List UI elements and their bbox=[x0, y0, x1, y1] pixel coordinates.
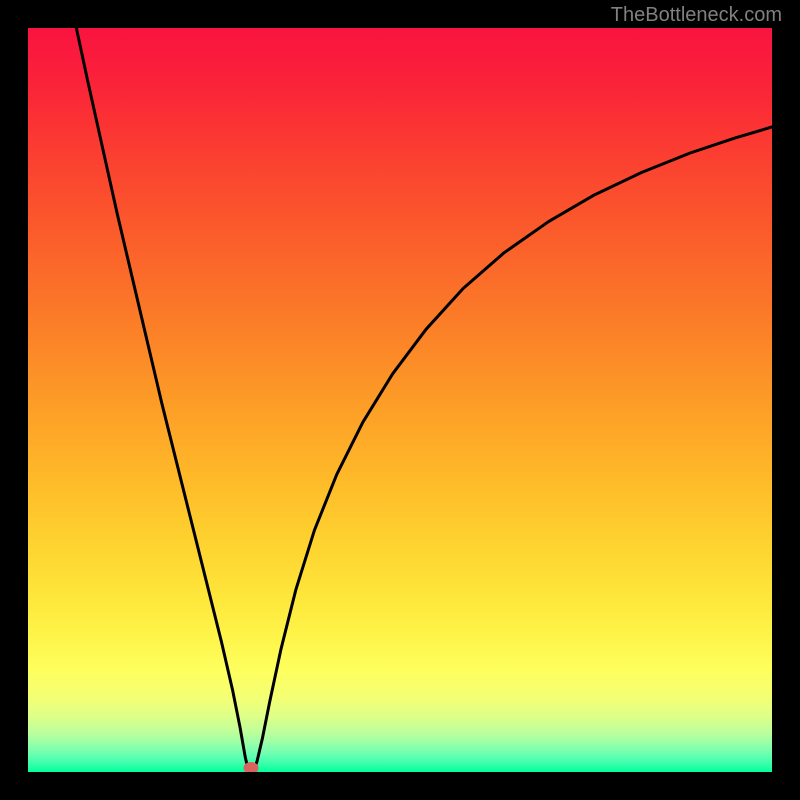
chart-plot-area bbox=[28, 28, 772, 772]
watermark-text: TheBottleneck.com bbox=[611, 4, 782, 27]
bottleneck-curve bbox=[76, 28, 772, 772]
chart-curve-layer bbox=[28, 28, 772, 772]
optimum-marker bbox=[244, 762, 259, 772]
